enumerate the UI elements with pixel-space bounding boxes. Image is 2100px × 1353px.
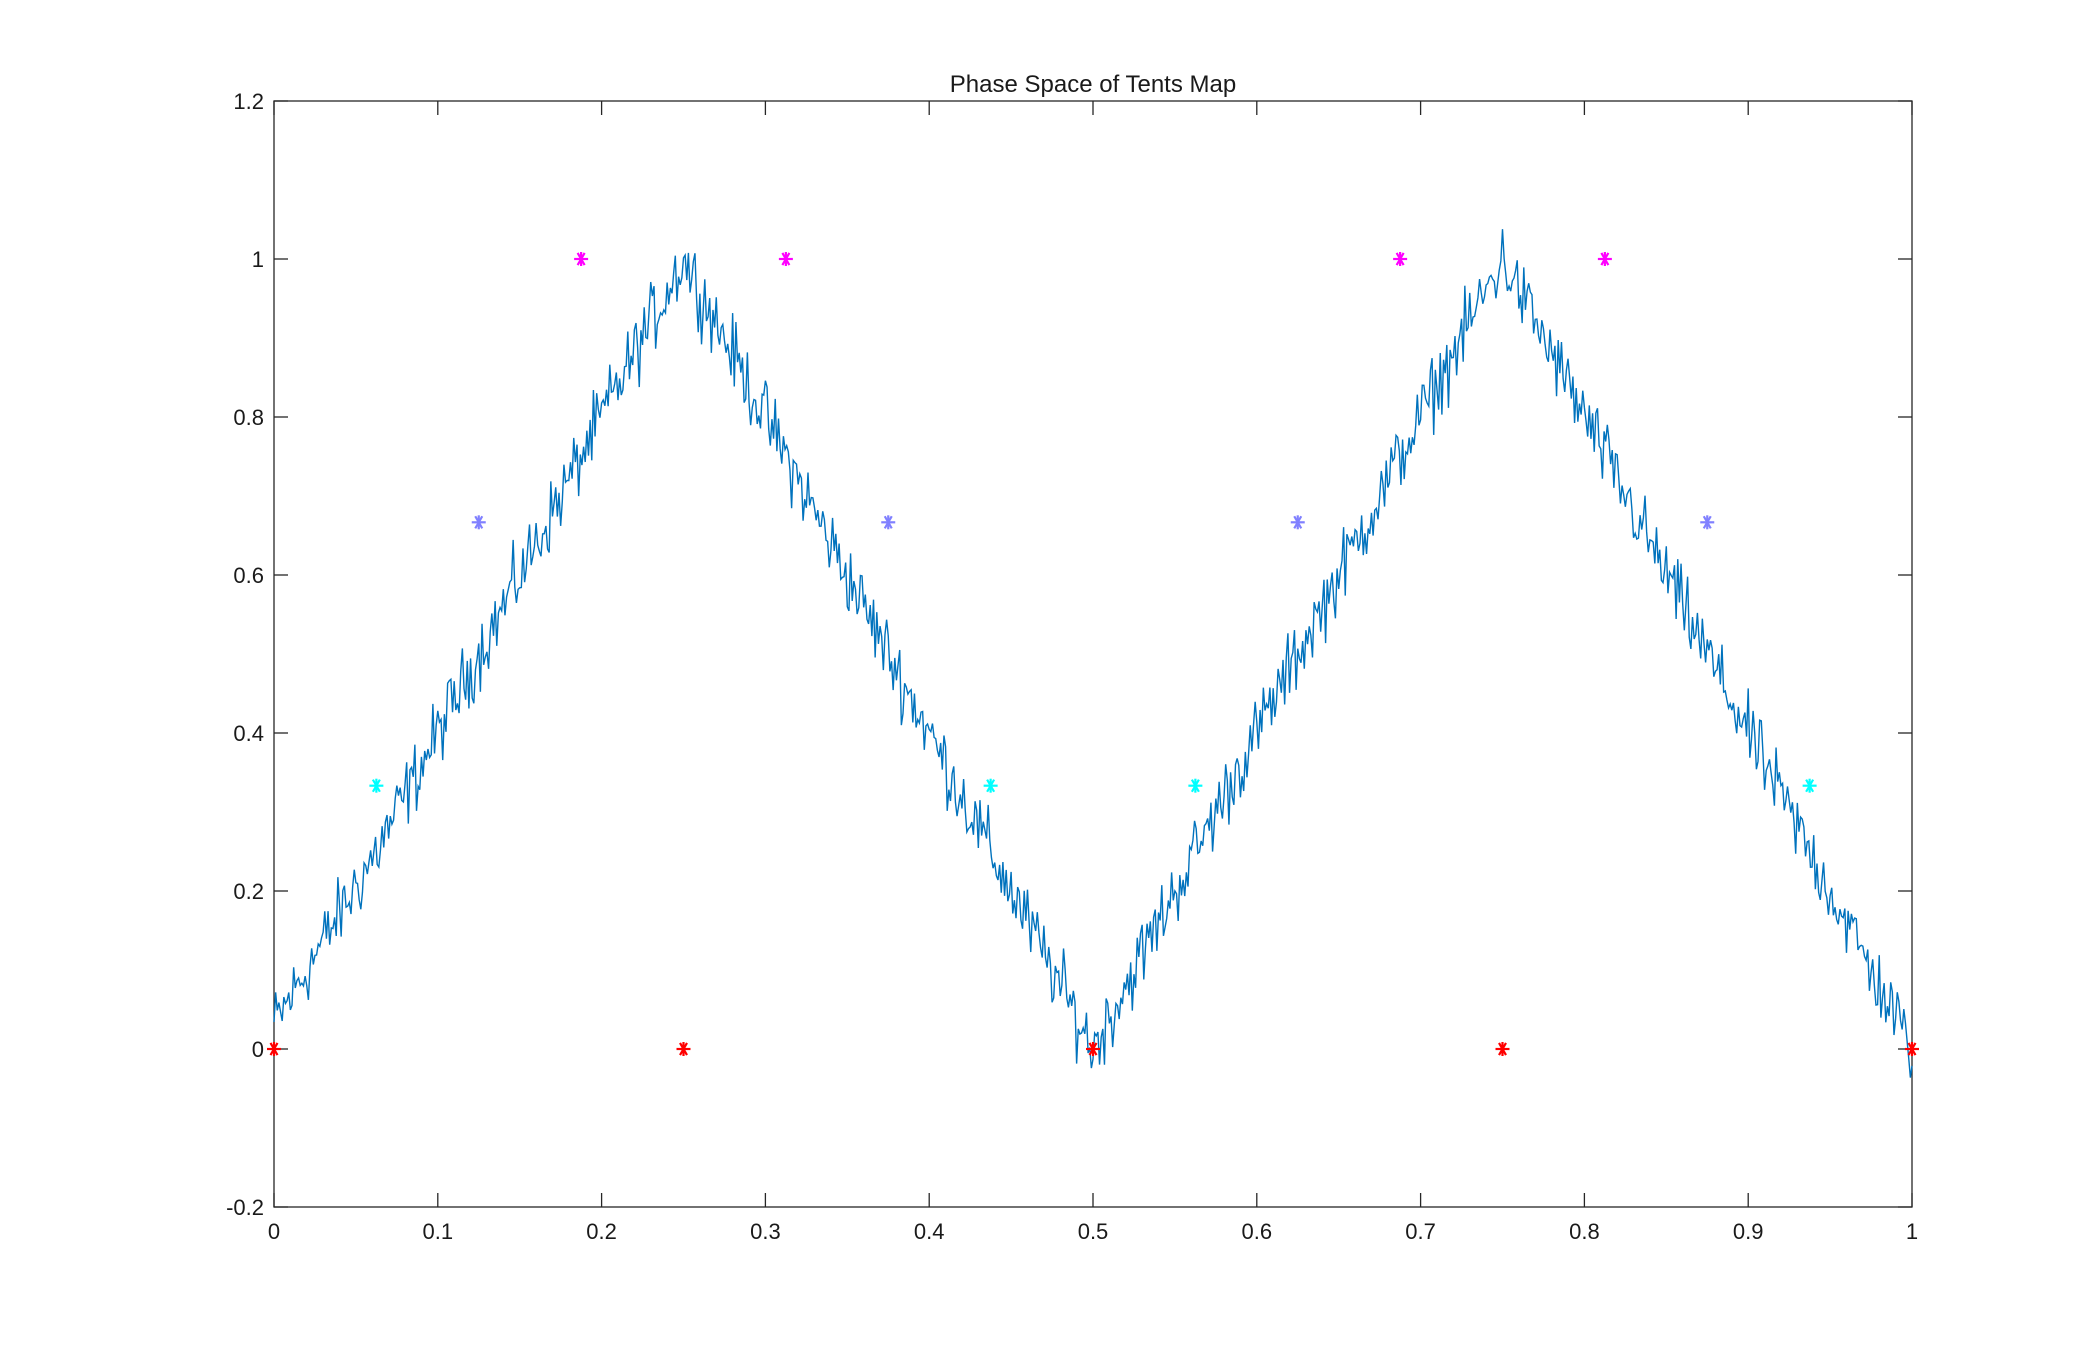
x-tick-label: 0 (268, 1219, 280, 1244)
y-tick-label: 0.4 (233, 721, 264, 746)
plot-area: 0 0.1 0.2 0.3 0.4 0.5 0.6 0.7 0.8 0.9 1-0.200.20.4… (226, 89, 1919, 1244)
y-tick-label: 1 (252, 247, 264, 272)
star-marker (1495, 1042, 1510, 1056)
y-tick-label: -0.2 (226, 1195, 264, 1220)
star-marker (1393, 252, 1408, 266)
y-tick-label: 0.2 (233, 879, 264, 904)
star-marker (1700, 515, 1715, 530)
star-marker (1086, 1042, 1100, 1056)
x-tick-label: 0.5 (1078, 1219, 1109, 1244)
star-marker (778, 252, 793, 266)
star-marker (983, 778, 998, 793)
chart-title: Phase Space of Tents Map (950, 71, 1236, 98)
star-marker (1802, 778, 1817, 793)
star-marker (1905, 1042, 1919, 1056)
x-tick-label: 0.6 (1242, 1219, 1273, 1244)
star-marker (1290, 515, 1305, 530)
star-marker (676, 1042, 691, 1056)
x-tick-label: 0.8 (1569, 1219, 1600, 1244)
x-tick-label: 0.7 (1405, 1219, 1436, 1244)
star-marker (471, 515, 486, 530)
x-tick-label: 0.1 (423, 1219, 454, 1244)
star-marker (267, 1042, 281, 1056)
tent-map-line (273, 229, 1913, 1078)
y-tick-label: 0.8 (233, 405, 264, 430)
star-marker (1188, 778, 1203, 793)
star-marker (1597, 252, 1612, 266)
y-tick-label: 0.6 (233, 563, 264, 588)
x-tick-label: 0.9 (1733, 1219, 1764, 1244)
star-marker (881, 515, 896, 530)
y-tick-label: 0 (252, 1037, 264, 1062)
y-tick-label: 1.2 (233, 89, 264, 114)
star-marker (369, 778, 384, 793)
x-tick-label: 0.2 (586, 1219, 617, 1244)
x-tick-label: 0.4 (914, 1219, 945, 1244)
x-tick-label: 1 (1906, 1219, 1918, 1244)
star-marker (574, 252, 589, 266)
x-tick-label: 0.3 (750, 1219, 781, 1244)
